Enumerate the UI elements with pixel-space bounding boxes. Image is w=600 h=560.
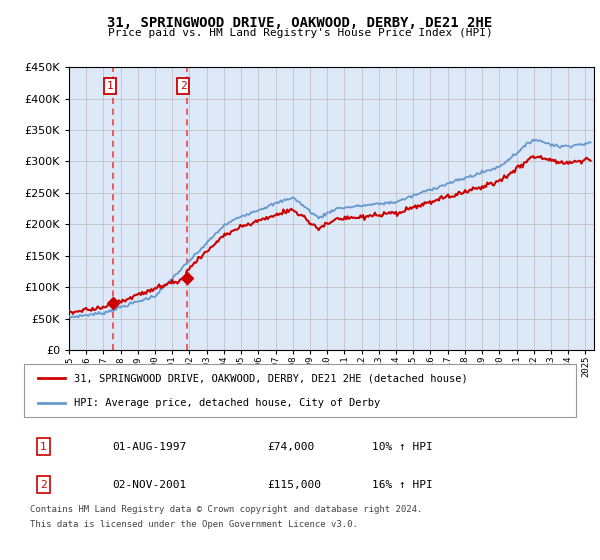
Text: £74,000: £74,000: [267, 442, 314, 452]
Text: 01-AUG-1997: 01-AUG-1997: [112, 442, 187, 452]
Text: HPI: Average price, detached house, City of Derby: HPI: Average price, detached house, City…: [74, 398, 380, 408]
Text: 31, SPRINGWOOD DRIVE, OAKWOOD, DERBY, DE21 2HE: 31, SPRINGWOOD DRIVE, OAKWOOD, DERBY, DE…: [107, 16, 493, 30]
Text: 10% ↑ HPI: 10% ↑ HPI: [372, 442, 433, 452]
Text: £115,000: £115,000: [267, 479, 321, 489]
Text: 31, SPRINGWOOD DRIVE, OAKWOOD, DERBY, DE21 2HE (detached house): 31, SPRINGWOOD DRIVE, OAKWOOD, DERBY, DE…: [74, 374, 467, 384]
Text: 2: 2: [40, 479, 47, 489]
Text: 1: 1: [107, 81, 113, 91]
Text: 16% ↑ HPI: 16% ↑ HPI: [372, 479, 433, 489]
Text: 1: 1: [40, 442, 47, 452]
Text: 02-NOV-2001: 02-NOV-2001: [112, 479, 187, 489]
Text: Price paid vs. HM Land Registry's House Price Index (HPI): Price paid vs. HM Land Registry's House …: [107, 28, 493, 38]
Text: Contains HM Land Registry data © Crown copyright and database right 2024.: Contains HM Land Registry data © Crown c…: [30, 505, 422, 514]
Text: This data is licensed under the Open Government Licence v3.0.: This data is licensed under the Open Gov…: [30, 520, 358, 529]
Text: 2: 2: [180, 81, 187, 91]
